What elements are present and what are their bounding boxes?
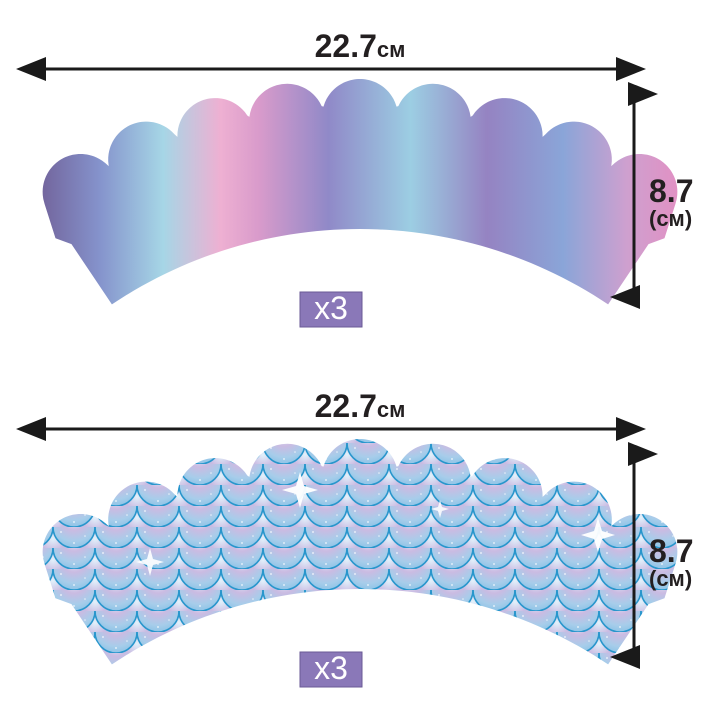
svg-text:x3: x3 (314, 290, 348, 326)
svg-text:x3: x3 (314, 650, 348, 686)
svg-text:(см): (см) (649, 206, 692, 231)
svg-text:22.7см: 22.7см (315, 388, 406, 424)
svg-text:8.7: 8.7 (649, 533, 693, 569)
svg-text:22.7см: 22.7см (315, 28, 406, 64)
svg-text:(см): (см) (649, 566, 692, 591)
svg-text:8.7: 8.7 (649, 173, 693, 209)
